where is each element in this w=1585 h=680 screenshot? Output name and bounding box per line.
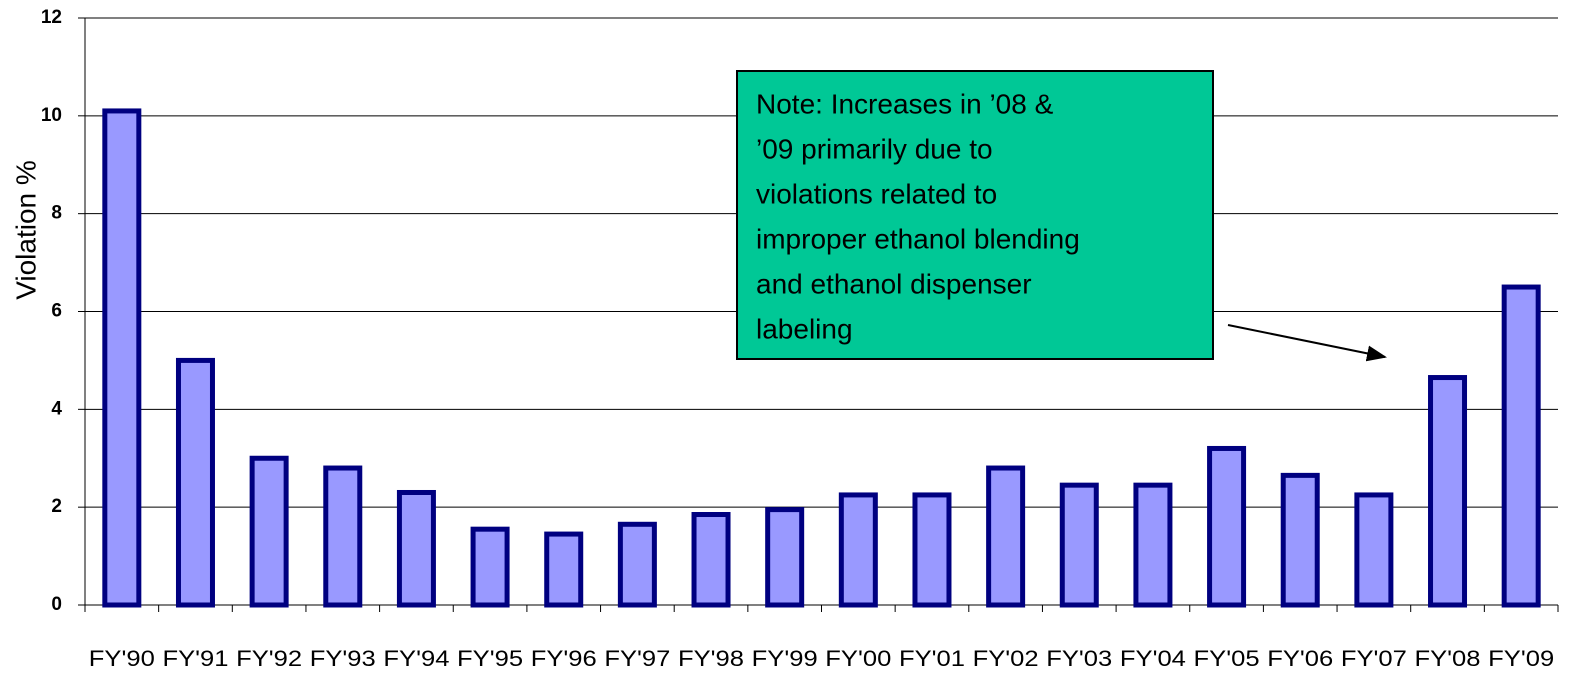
x-tick-label: FY'91 <box>162 646 228 671</box>
bar <box>1354 492 1394 608</box>
bar <box>396 489 436 608</box>
bar <box>1059 482 1099 608</box>
x-tick-label: FY'99 <box>752 646 818 671</box>
bar <box>1428 375 1468 608</box>
annotation-text: Note: Increases in ’08 & <box>756 88 1054 119</box>
bar <box>1280 472 1320 608</box>
y-axis-label: Violation % <box>10 160 41 300</box>
y-tick-label: 0 <box>51 594 62 615</box>
x-tick-label: FY'01 <box>899 646 965 671</box>
bar <box>1133 482 1173 608</box>
y-tick-label: 12 <box>41 7 62 28</box>
y-tick-label: 8 <box>51 203 62 224</box>
x-tick-label: FY'06 <box>1267 646 1333 671</box>
y-tick-label: 10 <box>41 105 62 126</box>
bar <box>175 357 215 608</box>
x-tick-label: FY'95 <box>457 646 523 671</box>
x-tick-label: FY'93 <box>310 646 376 671</box>
annotation-text: violations related to <box>756 178 997 209</box>
y-tick-label: 6 <box>51 301 62 322</box>
x-tick-label: FY'90 <box>89 646 155 671</box>
bar <box>323 465 363 608</box>
annotation-text: and ethanol dispenser <box>756 268 1032 299</box>
x-tick-label: FY'00 <box>825 646 891 671</box>
annotation-arrow <box>1227 324 1387 362</box>
x-tick-label: FY'04 <box>1120 646 1186 671</box>
bar <box>470 526 510 608</box>
bar <box>617 521 657 608</box>
x-tick-label: FY'96 <box>531 646 597 671</box>
x-tick-label: FY'98 <box>678 646 744 671</box>
x-tick-label: FY'09 <box>1488 646 1554 671</box>
x-tick-label: FY'94 <box>383 646 449 671</box>
annotation-text: labeling <box>756 313 853 344</box>
x-tick-label: FY'07 <box>1341 646 1407 671</box>
bar <box>1501 284 1541 608</box>
bar <box>912 492 952 608</box>
annotation-text: ’09 primarily due to <box>756 133 993 164</box>
x-tick-label: FY'02 <box>973 646 1039 671</box>
annotation-box <box>736 70 1214 360</box>
bar <box>838 492 878 608</box>
x-tick-label: FY'05 <box>1194 646 1260 671</box>
bar <box>765 507 805 608</box>
x-tick-label: FY'03 <box>1046 646 1112 671</box>
bar <box>249 455 289 608</box>
bar <box>691 512 731 608</box>
bar <box>1207 445 1247 608</box>
bar <box>986 465 1026 608</box>
bar <box>544 531 584 608</box>
bar <box>102 108 142 608</box>
x-tick-label: FY'08 <box>1415 646 1481 671</box>
annotation-text: improper ethanol blending <box>756 223 1080 254</box>
x-tick-label: FY'92 <box>236 646 302 671</box>
x-tick-label: FY'97 <box>604 646 670 671</box>
y-tick-label: 2 <box>51 496 62 517</box>
y-tick-label: 4 <box>51 398 62 419</box>
